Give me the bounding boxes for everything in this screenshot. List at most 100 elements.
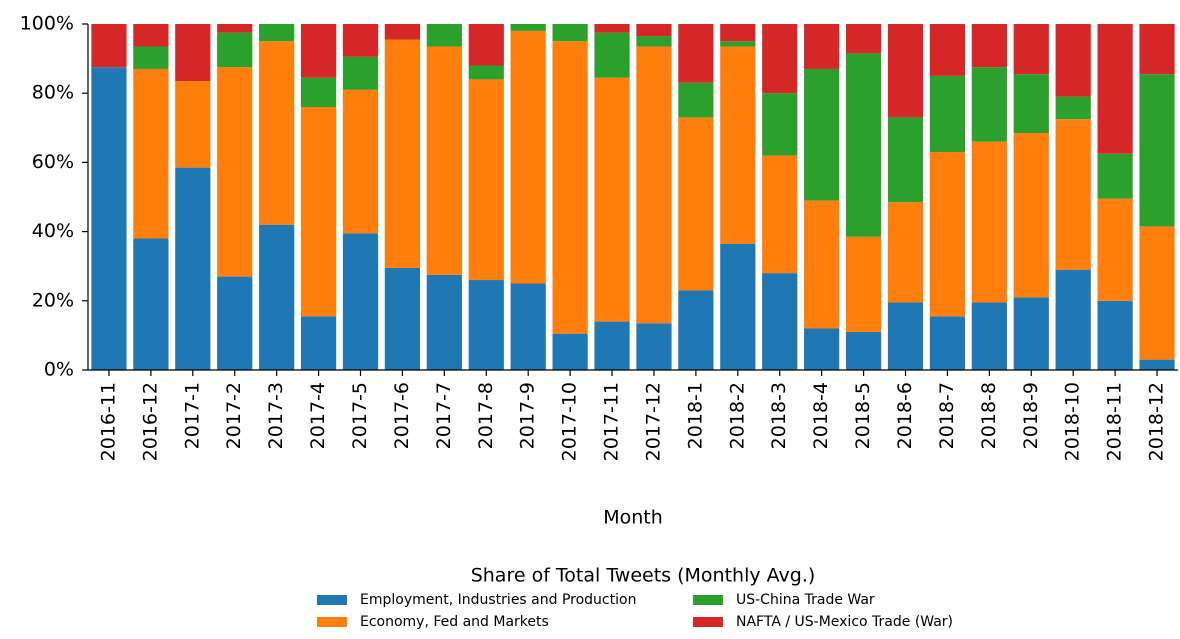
- bar-segment: [342, 56, 379, 90]
- legend-swatch: [693, 617, 723, 627]
- bar-segment: [426, 274, 462, 370]
- bar-segment: [1013, 74, 1049, 133]
- legend-title: Share of Total Tweets (Monthly Avg.): [471, 565, 816, 587]
- legend-swatch: [693, 595, 723, 605]
- y-tick-label: 60%: [32, 151, 74, 173]
- legend-label: US-China Trade War: [736, 592, 875, 608]
- bar-segment: [133, 46, 169, 69]
- bar-segment: [845, 331, 882, 370]
- x-tick-label: 2018-11: [1104, 382, 1126, 461]
- bar-segment: [133, 24, 169, 47]
- bar-segment: [1139, 24, 1175, 75]
- bar-segment: [468, 79, 504, 281]
- bar-segment: [133, 238, 169, 370]
- y-tick-label: 0%: [44, 359, 74, 381]
- bar-segment: [1139, 74, 1175, 227]
- bar-segment: [762, 24, 798, 94]
- x-tick-label: 2018-10: [1062, 382, 1084, 461]
- bar-segment: [929, 75, 966, 153]
- bar-segment: [1097, 198, 1133, 301]
- bar-segment: [678, 82, 714, 118]
- legend-swatch: [317, 595, 347, 605]
- bar-segment: [678, 24, 714, 83]
- x-tick-label: 2017-9: [517, 382, 539, 449]
- bar-segment: [342, 24, 379, 57]
- x-tick-label: 2018-5: [852, 382, 874, 449]
- x-tick-label: 2018-1: [684, 382, 706, 449]
- bar-segment: [720, 24, 756, 42]
- y-tick-label: 20%: [32, 289, 74, 311]
- bar-segment: [552, 24, 588, 42]
- bar-segment: [300, 24, 337, 78]
- legend-swatch: [317, 617, 347, 627]
- bar-segment: [1097, 24, 1133, 154]
- bar-segment: [1097, 300, 1133, 370]
- x-tick-label: 2017-3: [265, 382, 287, 449]
- y-tick-label: 80%: [32, 82, 74, 104]
- bar-segment: [384, 24, 421, 40]
- bar-segment: [510, 24, 546, 31]
- bar-segment: [468, 280, 504, 370]
- bar-segment: [552, 333, 588, 370]
- x-tick-label: 2017-7: [433, 382, 455, 449]
- bar-segment: [510, 283, 546, 370]
- bar-segment: [971, 141, 1007, 303]
- x-tick-label: 2018-6: [894, 382, 916, 449]
- bar-segment: [929, 316, 966, 370]
- bar-segment: [1013, 24, 1049, 75]
- bar-segment: [1139, 359, 1175, 370]
- bar-segment: [636, 36, 672, 47]
- bar-segment: [342, 233, 379, 370]
- y-tick-label: 100%: [20, 13, 74, 35]
- bar-segment: [1055, 269, 1091, 370]
- x-tick-label: 2017-11: [601, 382, 623, 461]
- bar-segment: [971, 24, 1007, 68]
- y-tick-label: 40%: [32, 220, 74, 242]
- bar-segment: [845, 24, 882, 54]
- bar-segment: [259, 224, 295, 370]
- bar-segment: [426, 24, 462, 47]
- bar-segment: [552, 41, 588, 334]
- bar-segment: [678, 290, 714, 370]
- bar-segment: [91, 67, 127, 370]
- bar-segment: [804, 328, 840, 370]
- bar-segment: [384, 267, 421, 370]
- bar-segment: [1097, 153, 1133, 199]
- bar-segment: [1055, 96, 1091, 120]
- x-tick-label: 2018-12: [1146, 382, 1168, 461]
- bar-segment: [845, 236, 882, 332]
- bar-segment: [217, 32, 253, 68]
- x-tick-label: 2018-7: [936, 382, 958, 449]
- x-tick-label: 2017-4: [307, 382, 329, 449]
- x-tick-label: 2017-2: [223, 382, 245, 449]
- bar-segment: [762, 93, 798, 156]
- bar-segment: [804, 24, 840, 69]
- bar-segment: [636, 24, 672, 37]
- bar-segment: [1013, 132, 1049, 298]
- x-tick-label: 2018-2: [726, 382, 748, 449]
- bar-segment: [1055, 24, 1091, 97]
- bar-segment: [720, 243, 756, 370]
- bar-segment: [887, 117, 924, 203]
- bar-segment: [887, 24, 924, 118]
- bar-segment: [594, 32, 630, 78]
- bar-segment: [259, 24, 295, 42]
- bar-segment: [300, 316, 337, 370]
- bar-segment: [929, 152, 966, 317]
- bar-segment: [468, 65, 504, 80]
- bar-segment: [91, 24, 127, 68]
- bar-segment: [594, 24, 630, 33]
- bar-segment: [342, 89, 379, 234]
- bar-segment: [1139, 226, 1175, 360]
- x-tick-label: 2017-12: [642, 382, 664, 461]
- bar-segment: [971, 302, 1007, 370]
- x-tick-label: 2018-3: [768, 382, 790, 449]
- x-tick-label: 2016-11: [97, 382, 119, 461]
- bar-segment: [762, 155, 798, 274]
- bar-segment: [594, 321, 630, 370]
- x-tick-label: 2017-6: [391, 382, 413, 449]
- x-tick-label: 2017-1: [181, 382, 203, 449]
- x-tick-label: 2018-8: [978, 382, 1000, 449]
- bar-segment: [133, 68, 169, 239]
- bar-segment: [887, 202, 924, 303]
